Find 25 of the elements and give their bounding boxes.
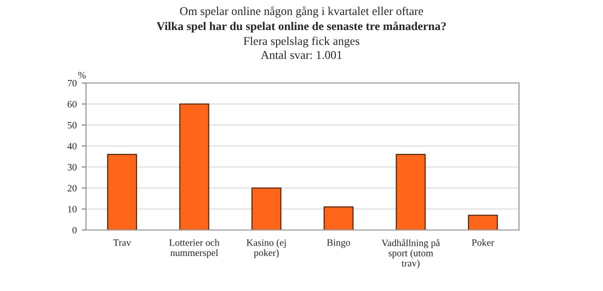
y-tick-label: 0 bbox=[72, 226, 77, 234]
x-tick-label: Bingo bbox=[326, 239, 350, 248]
bar bbox=[251, 187, 282, 230]
y-tick-label: 50 bbox=[68, 122, 77, 128]
bar bbox=[179, 103, 210, 230]
y-tick-label: 70 bbox=[68, 80, 77, 86]
y-axis-title: % bbox=[78, 72, 86, 78]
bar bbox=[396, 154, 426, 230]
y-tick-label: 30 bbox=[68, 164, 77, 170]
x-tick-label: Lotterier och nummerspel bbox=[169, 239, 220, 258]
x-tick-label: Poker bbox=[472, 239, 494, 246]
chart-title: Vilka spel har du spelat online de senaste tre månaderna? bbox=[156, 21, 446, 33]
text: Antal svar: 1.001 bbox=[260, 50, 342, 60]
bar bbox=[324, 206, 354, 230]
text: Flera spelslag fick anges bbox=[244, 36, 360, 48]
x-tick-label: Kasino (ej poker) bbox=[246, 239, 286, 258]
chart-subtitle: Om spelar online någon gång i kvartalet eller oftare bbox=[180, 6, 424, 18]
x-tick-label: Trav bbox=[113, 239, 132, 246]
y-tick-label: 20 bbox=[68, 184, 77, 192]
x-tick-label: Vadhållning på sport (utom trav) bbox=[382, 239, 440, 268]
y-tick-label: 60 bbox=[68, 100, 77, 108]
bar bbox=[107, 154, 138, 230]
y-tick-label: 10 bbox=[68, 206, 77, 212]
bar bbox=[468, 214, 498, 230]
y-tick-label: 40 bbox=[67, 142, 77, 150]
